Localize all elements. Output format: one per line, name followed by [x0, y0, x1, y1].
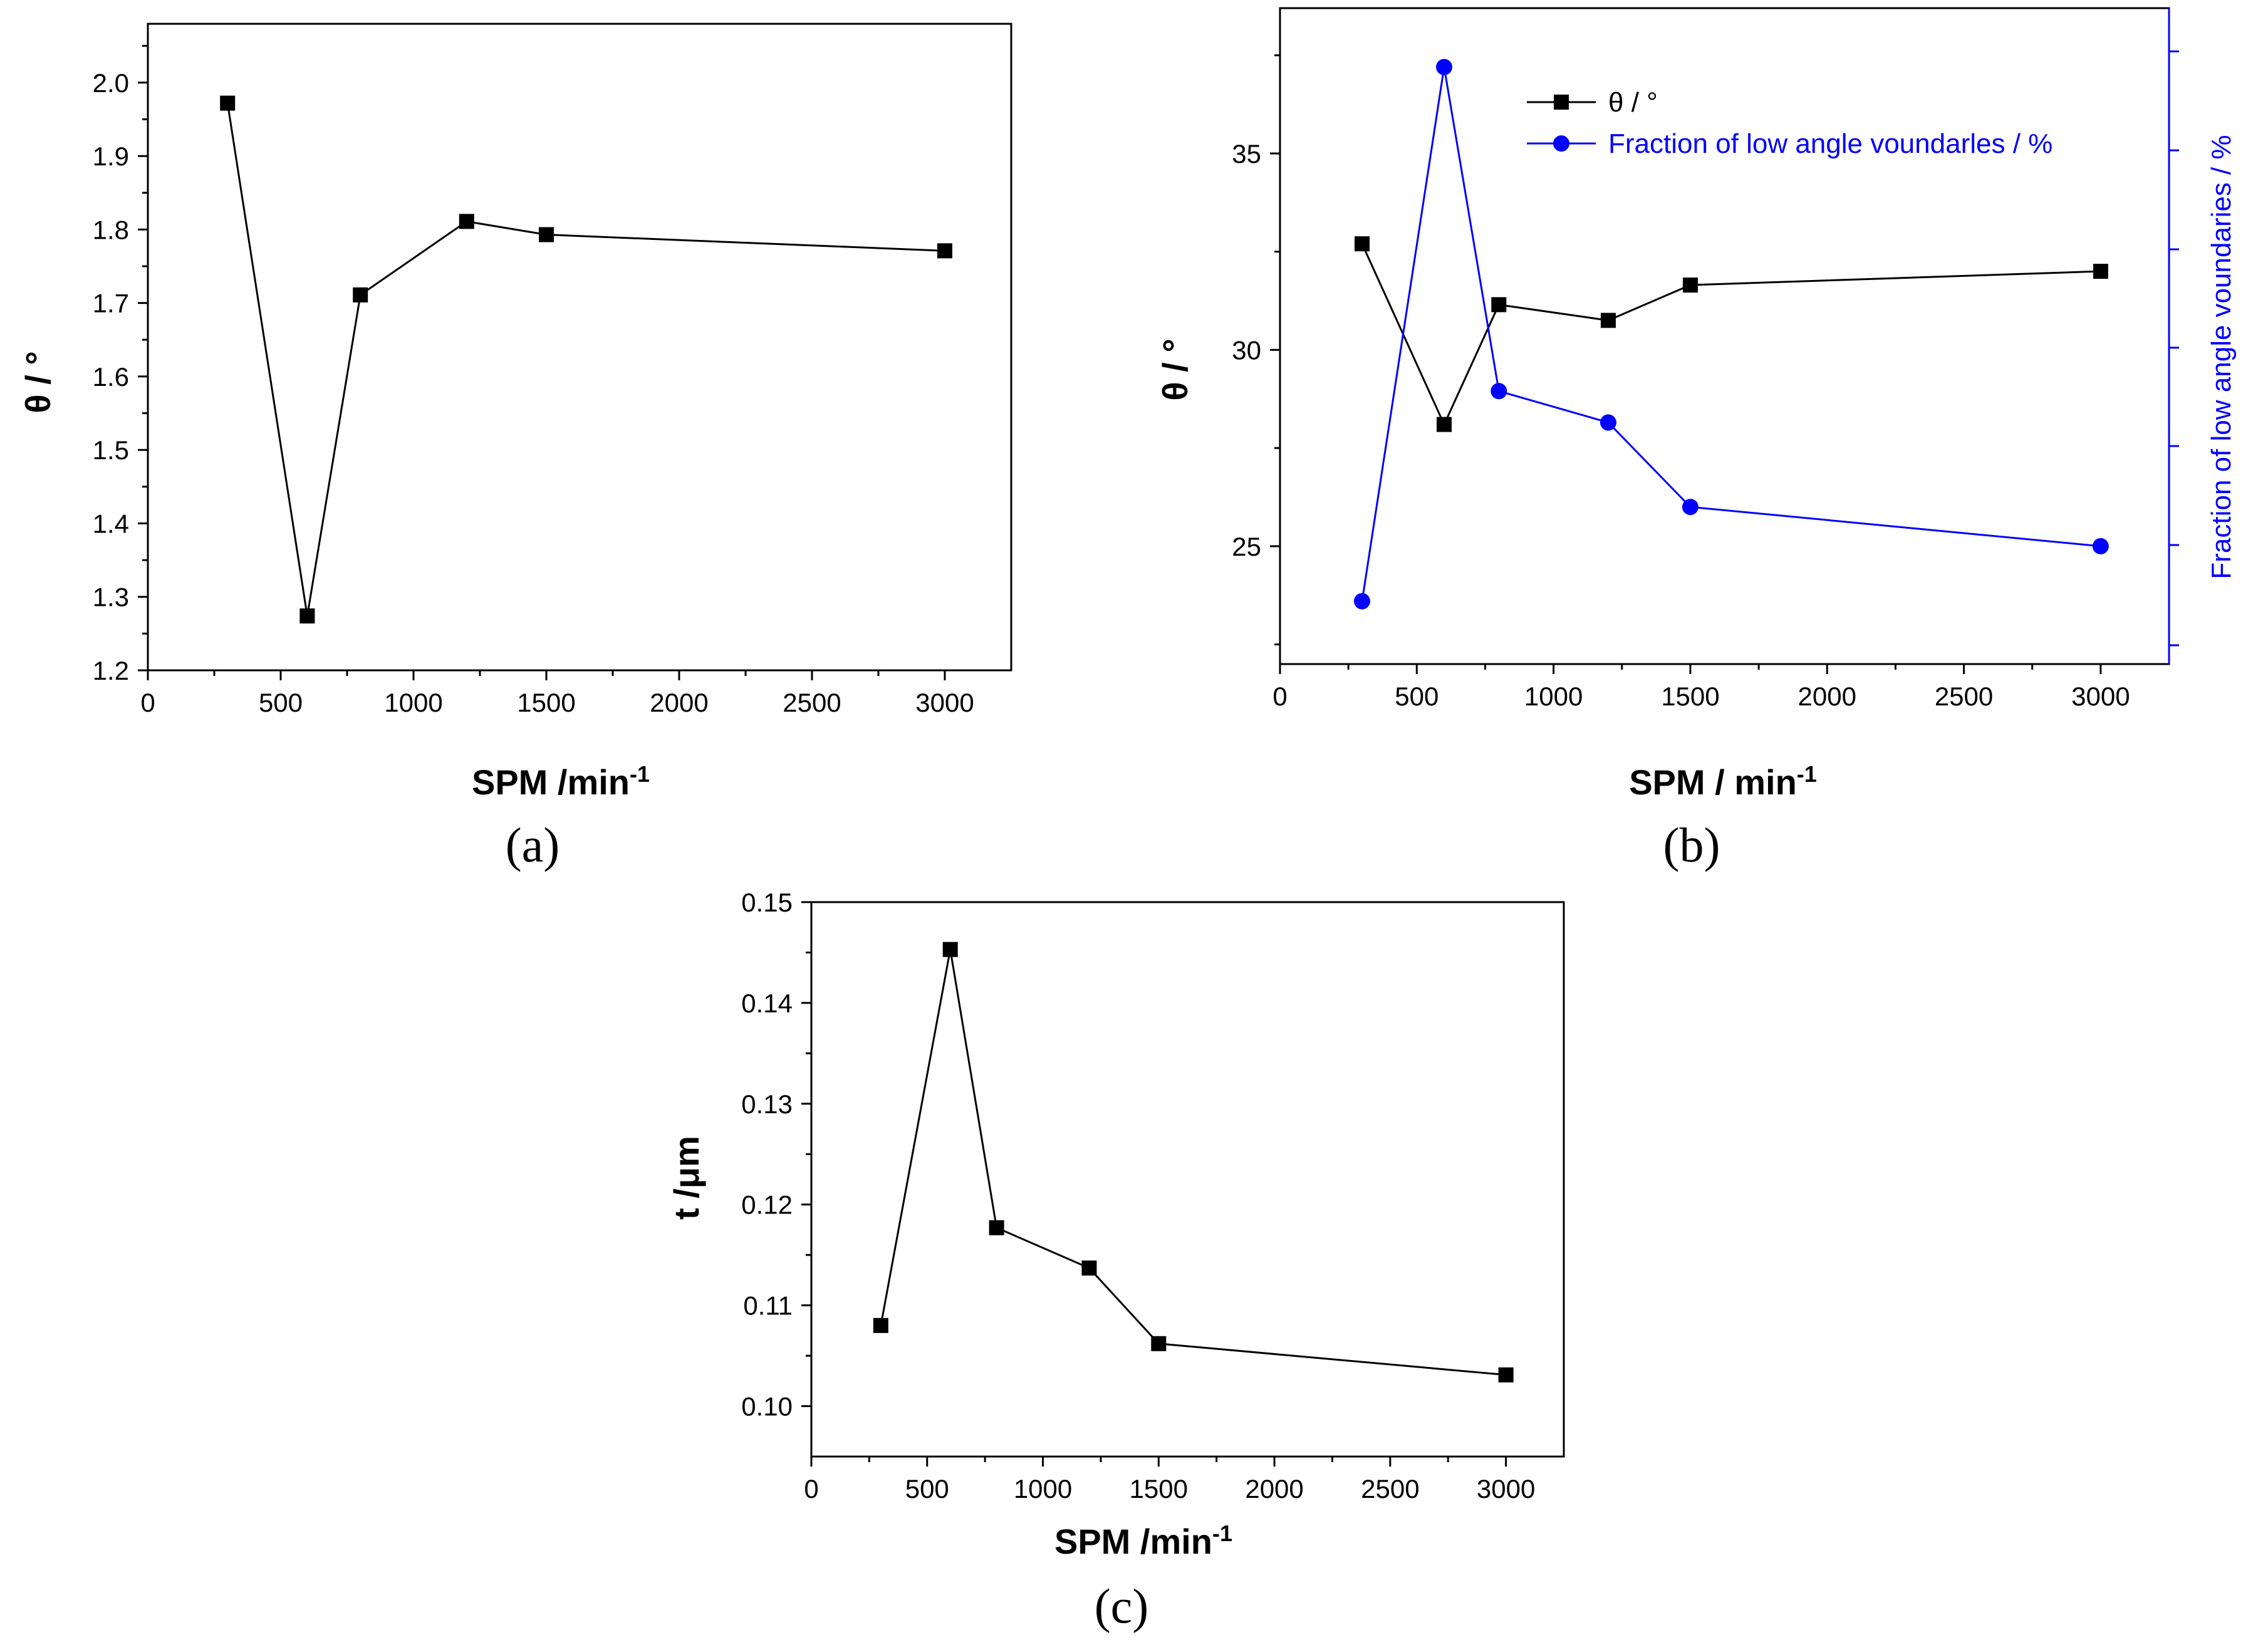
legend-marker [1554, 95, 1569, 110]
panel-label: (a) [506, 818, 560, 872]
x-tick-label: 2500 [783, 688, 841, 717]
chart-panel-b: 0 500 1000 1500 2000 2500 3000 25 30 35 SPM / min-… [1155, 7, 2237, 872]
data-point [1498, 1367, 1514, 1383]
series-line [1361, 243, 2101, 427]
x-axis-label: SPM /min-1 [472, 761, 650, 803]
y-tick-label: 2.0 [93, 68, 129, 98]
x-tick-label: 3000 [1477, 1474, 1535, 1504]
data-point [2092, 538, 2109, 554]
data-point [220, 95, 236, 111]
series-line [1361, 66, 2101, 601]
x-axis-label-superscript: -1 [630, 761, 650, 787]
y-axis-label: θ / ° [18, 351, 58, 413]
data-point [942, 942, 958, 957]
y-tick-label: 0.13 [741, 1089, 793, 1119]
data-point [299, 608, 315, 624]
right-y-axis-label: Fraction of low angle voundaries / % [2206, 135, 2237, 579]
x-tick-label: 0 [1272, 682, 1287, 711]
y-tick-label: 1.9 [93, 142, 129, 171]
y-axis-label: θ / ° [1155, 338, 1195, 400]
y-tick-label: 1.7 [93, 289, 129, 318]
x-axis-label: SPM / min-1 [1629, 761, 1817, 803]
x-axis-label-text: SPM / min [1629, 762, 1797, 802]
x-tick-label: 0 [804, 1474, 818, 1504]
x-tick-label: 1000 [384, 688, 442, 717]
data-point [873, 1317, 888, 1333]
y-tick-label: 25 [1232, 532, 1261, 561]
x-tick-label: 1000 [1524, 682, 1583, 711]
data-point [1682, 499, 1699, 516]
x-axis-label-text: SPM /min [472, 762, 630, 802]
chart-panel-a: 0 500 1000 1500 2000 2500 3000 1.2 1.3 1.4 1.5 1.6 1… [18, 23, 1012, 872]
y-tick-label: 0.14 [741, 989, 793, 1018]
y-tick-label: 1.6 [93, 362, 129, 392]
legend-label: Fraction of low angle voundarles / % [1608, 128, 2053, 159]
data-point [1491, 383, 1507, 400]
data-point [1491, 297, 1507, 313]
data-point [1353, 593, 1370, 610]
data-point [353, 287, 368, 303]
y-tick-label: 1.2 [93, 656, 129, 685]
data-point [459, 214, 474, 229]
data-point [937, 243, 952, 259]
x-tick-label: 1500 [517, 688, 575, 717]
panel-label: (c) [1095, 1579, 1149, 1633]
data-point [1682, 277, 1698, 293]
x-tick-label: 2500 [1935, 682, 1993, 711]
x-axis-label: SPM /min-1 [1054, 1520, 1232, 1562]
x-axis-label-superscript: -1 [1797, 761, 1817, 787]
x-tick-label: 1500 [1661, 682, 1719, 711]
y-axis-label: t /μm [667, 1136, 706, 1220]
x-axis-label-text: SPM /min [1054, 1522, 1212, 1561]
x-tick-label: 3000 [915, 688, 974, 717]
plot-frame [810, 901, 1565, 1458]
y-tick-label: 0.15 [741, 888, 793, 917]
x-tick-label: 500 [259, 688, 303, 717]
x-tick-label: 2000 [650, 688, 708, 717]
y-tick-label: 0.12 [741, 1190, 793, 1220]
y-tick-label: 0.11 [743, 1291, 793, 1321]
plot-frame [1279, 7, 2170, 665]
legend-marker [1553, 135, 1569, 152]
y-tick-label: 1.3 [93, 583, 129, 612]
y-tick-label: 1.5 [93, 435, 129, 465]
series-line [880, 949, 1506, 1376]
data-point [2093, 264, 2108, 279]
y-tick-label: 30 [1232, 335, 1261, 365]
x-tick-label: 500 [1395, 682, 1439, 711]
x-tick-label: 2500 [1361, 1474, 1419, 1504]
chart-panel-c: 0 500 1000 1500 2000 2500 3000 0.10 0.11 0.12 0.13… [667, 888, 1565, 1633]
data-point [1600, 313, 1616, 328]
series-line [226, 103, 945, 616]
legend-label: θ / ° [1608, 87, 1658, 118]
data-point [1435, 59, 1452, 76]
x-tick-label: 2000 [1245, 1474, 1303, 1504]
x-tick-label: 0 [140, 688, 155, 717]
x-axis-label-superscript: -1 [1212, 1520, 1232, 1546]
data-point [539, 227, 554, 242]
x-tick-label: 3000 [2071, 682, 2130, 711]
y-tick-label: 35 [1232, 139, 1261, 169]
y-tick-label: 1.4 [93, 509, 129, 538]
panel-label: (b) [1663, 818, 1720, 872]
y-tick-label: 0.10 [741, 1392, 793, 1421]
data-point [1436, 417, 1452, 432]
data-point [989, 1220, 1004, 1235]
data-point [1600, 414, 1616, 431]
y-tick-label: 1.8 [93, 215, 129, 244]
data-point [1354, 236, 1370, 252]
plot-frame [147, 23, 1012, 672]
x-tick-label: 2000 [1798, 682, 1856, 711]
x-tick-label: 1000 [1014, 1474, 1072, 1504]
x-tick-label: 1500 [1130, 1474, 1188, 1504]
x-tick-label: 500 [905, 1474, 949, 1504]
data-point [1081, 1260, 1097, 1276]
data-point [1151, 1336, 1167, 1351]
